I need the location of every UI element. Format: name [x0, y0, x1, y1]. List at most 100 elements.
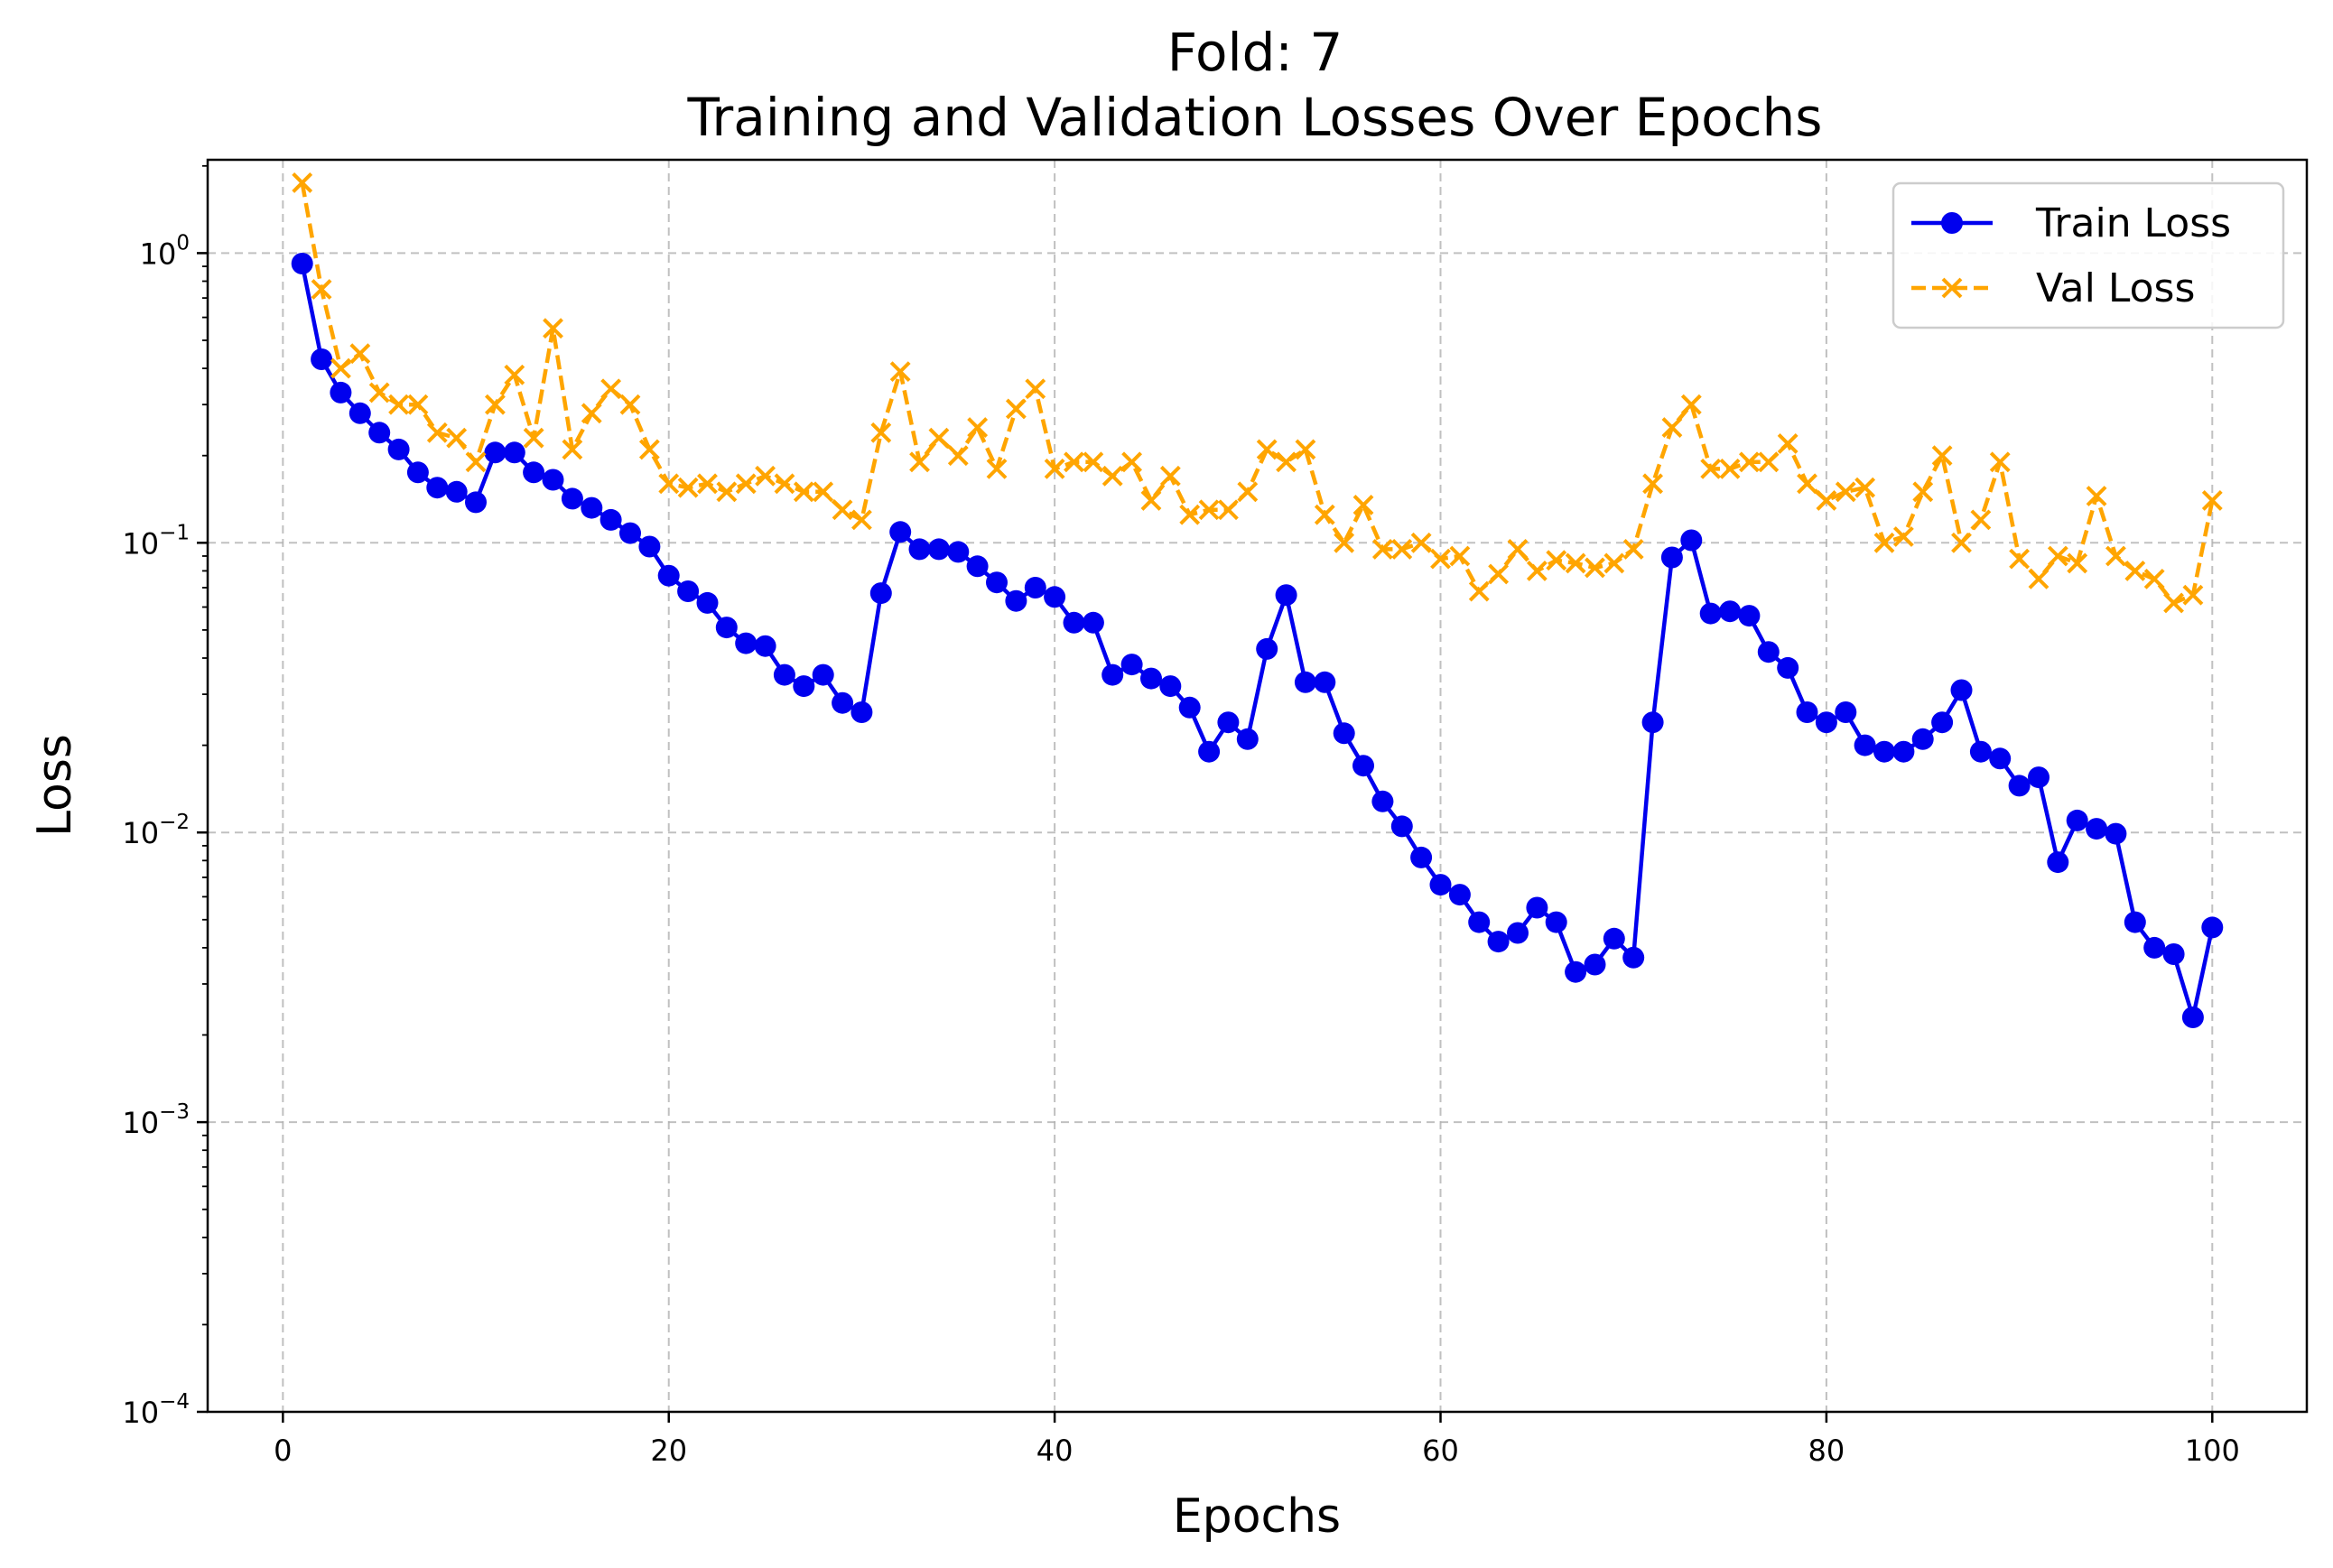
data-point [465, 451, 487, 473]
legend-label: Val Loss [2036, 265, 2195, 311]
y-tick-exponent: −4 [159, 1390, 190, 1414]
data-point [754, 635, 776, 657]
data-point [1140, 667, 1162, 690]
data-point [1719, 458, 1741, 479]
data-point [330, 357, 351, 379]
x-tick-label: 0 [274, 1433, 292, 1468]
data-point [793, 481, 814, 503]
data-point [2143, 568, 2165, 589]
data-point [1334, 532, 1355, 553]
data-point [1892, 526, 1914, 547]
legend-box [1891, 181, 2285, 329]
series-val-loss [292, 172, 2223, 614]
data-point [1468, 580, 1490, 602]
data-point [1256, 439, 1278, 460]
chart-title-main: Training and Validation Losses Over Epoc… [687, 87, 1823, 148]
data-point [1333, 722, 1355, 745]
data-point [2201, 916, 2224, 939]
data-point [2201, 489, 2223, 511]
data-point [1854, 477, 1876, 498]
data-point [1120, 654, 1143, 676]
x-axis-label: Epochs [1173, 1489, 1341, 1544]
data-point [1661, 417, 1683, 439]
data-point [677, 580, 700, 602]
data-point [445, 480, 468, 503]
data-point [2105, 545, 2126, 567]
data-point [387, 438, 410, 460]
x-tick-label: 20 [650, 1433, 687, 1468]
data-point [1970, 509, 1992, 531]
data-point [1487, 931, 1510, 953]
data-point [2181, 1007, 2204, 1028]
data-point [1101, 663, 1124, 686]
series-train-loss [291, 253, 2224, 1028]
data-point [947, 541, 970, 563]
data-point [484, 441, 507, 464]
data-point [1738, 605, 1761, 627]
data-point [543, 318, 563, 339]
data-point [406, 461, 429, 484]
data-point [793, 675, 815, 698]
data-point [1449, 545, 1471, 567]
legend-label: Train Loss [2035, 200, 2231, 246]
data-point [2028, 766, 2050, 789]
data-point [2124, 911, 2146, 933]
y-tick-base: 10 [122, 526, 159, 561]
plot-frame [206, 158, 2309, 1414]
data-point [2047, 545, 2068, 567]
data-point [1969, 740, 1992, 763]
data-point [311, 279, 332, 300]
data-point [696, 591, 719, 614]
data-point [1622, 539, 1644, 560]
data-point [716, 481, 738, 503]
data-point [407, 394, 429, 415]
data-point [1159, 675, 1182, 698]
data-point [1140, 489, 1162, 511]
data-point [1198, 499, 1220, 521]
data-point [1294, 671, 1316, 693]
data-point [562, 439, 583, 460]
y-tick-label: 10−4 [122, 1390, 190, 1430]
data-point [986, 458, 1008, 479]
data-point [1526, 896, 1548, 919]
data-point [1854, 734, 1876, 756]
data-point [638, 439, 660, 460]
data-point [832, 691, 854, 714]
data-point [2008, 775, 2031, 797]
data-point [2162, 943, 2185, 965]
data-point [1989, 747, 2012, 770]
data-point [561, 487, 583, 510]
data-point [966, 555, 989, 578]
data-point [773, 663, 795, 686]
data-point [1777, 433, 1799, 454]
legend-marker [1941, 212, 1963, 234]
data-point [1758, 451, 1780, 473]
data-point [581, 403, 602, 424]
data-point [1699, 602, 1722, 625]
data-point [1757, 641, 1780, 663]
data-point [2124, 560, 2146, 581]
data-point [446, 427, 468, 449]
data-point [1796, 701, 1818, 723]
data-point [292, 172, 313, 193]
data-point [1739, 451, 1760, 473]
data-point [715, 617, 738, 639]
data-point [1352, 755, 1374, 777]
data-point [1063, 611, 1085, 634]
data-point [1622, 946, 1645, 969]
data-point [2105, 822, 2127, 845]
data-point [735, 632, 758, 654]
data-point [1507, 922, 1529, 944]
legend-entry: Val Loss [1911, 265, 2195, 311]
legend-entry: Train Loss [1911, 200, 2231, 246]
y-tick-label: 10−1 [122, 521, 190, 561]
data-point [1641, 711, 1664, 734]
data-point [542, 469, 564, 491]
data-point [426, 477, 449, 499]
data-point [813, 481, 834, 503]
data-point [1410, 846, 1433, 868]
data-point [330, 381, 352, 404]
y-tick-exponent: −1 [159, 521, 190, 544]
data-point [2143, 936, 2166, 959]
data-point [1101, 465, 1123, 487]
